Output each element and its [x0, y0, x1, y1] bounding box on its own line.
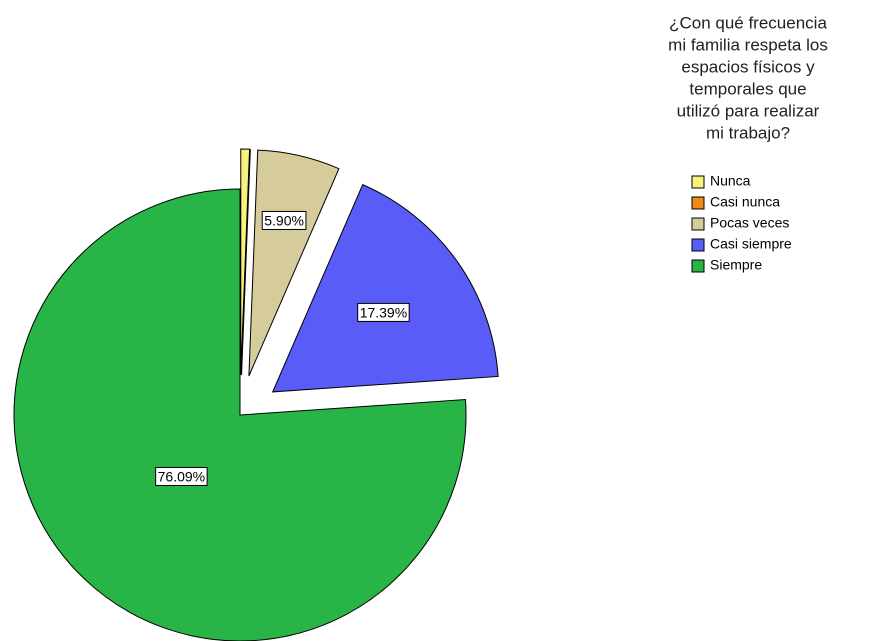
legend-swatch: [691, 259, 705, 273]
pie-slice: [248, 149, 340, 377]
chart-title: mi trabajo?: [706, 123, 790, 142]
data-label-box: [357, 302, 410, 322]
legend-swatch: [691, 175, 705, 189]
pie-slice: [241, 149, 251, 376]
legend-swatch: [691, 196, 705, 210]
legend-swatch: [691, 238, 705, 252]
legend-label: Pocas veces: [710, 215, 789, 231]
pie-slice: [13, 188, 467, 641]
chart-title: mi familia respeta los: [668, 35, 828, 54]
chart-title: espacios físicos y: [681, 57, 815, 76]
data-label: 5.90%: [264, 212, 304, 228]
pie-slice: [240, 148, 251, 376]
legend-label: Nunca: [710, 173, 751, 189]
data-label-box: [261, 210, 307, 230]
chart-title: temporales que: [689, 79, 806, 98]
legend-label: Casi nunca: [710, 194, 780, 210]
pie-slice: [271, 183, 499, 393]
data-label: 76.09%: [158, 468, 205, 484]
legend-label: Casi siempre: [710, 236, 792, 252]
legend-label: Siempre: [710, 257, 762, 273]
data-label: 17.39%: [360, 304, 407, 320]
legend-swatch: [691, 217, 705, 231]
data-label-box: [155, 466, 208, 486]
chart-title: ¿Con qué frecuencia: [669, 13, 827, 32]
chart-title: utilizó para realizar: [677, 101, 820, 120]
